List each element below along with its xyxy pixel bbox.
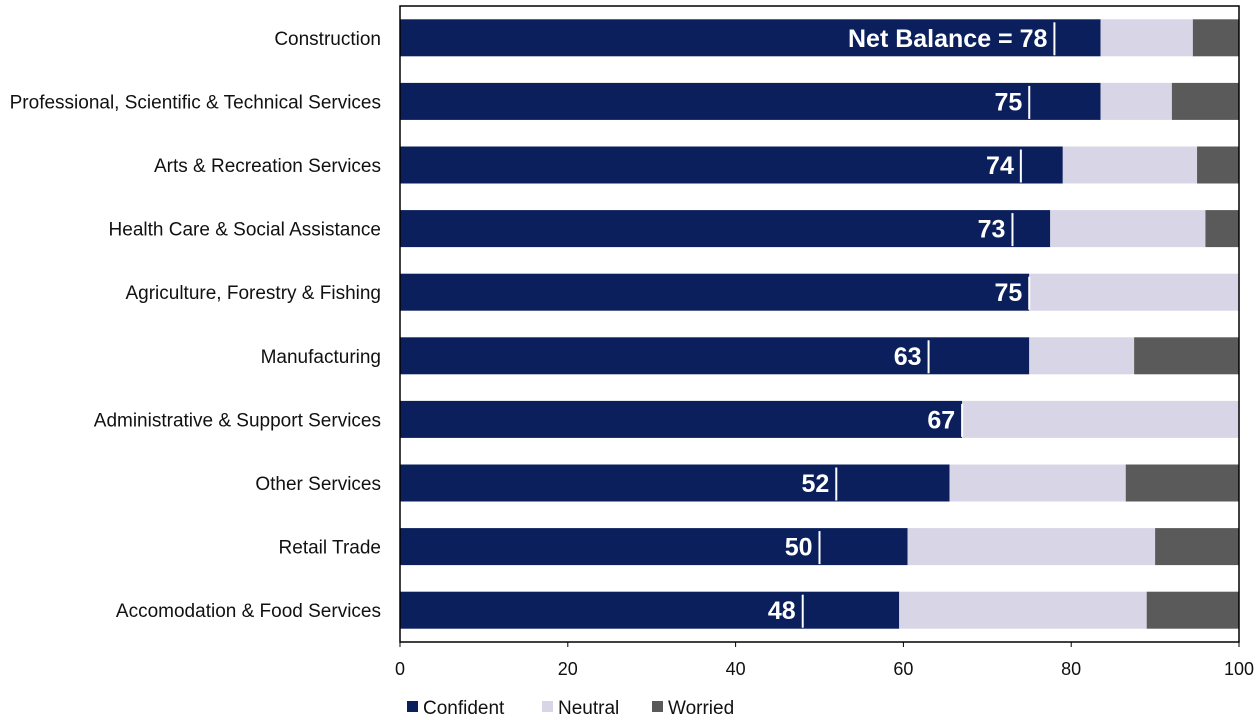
bar-worried-accomodation-food-services [1146, 591, 1239, 629]
category-label: Agriculture, Forestry & Fishing [125, 283, 381, 304]
x-axis-ticks: 0 20 40 60 80 100 [395, 642, 1254, 679]
bar-neutral-professional-scientific-technical-services [1100, 82, 1172, 120]
x-tick-label: 40 [726, 659, 746, 679]
net-balance-label: 63 [894, 343, 922, 371]
legend-swatch-confident [407, 701, 418, 712]
category-label: Health Care & Social Assistance [109, 220, 381, 241]
legend: Confident Neutral Worried [407, 698, 734, 719]
net-balance-label: 67 [927, 406, 955, 434]
bar-confident-administrative-support-services [400, 400, 963, 438]
legend-label-confident: Confident [423, 698, 505, 719]
net-balance-label: 48 [768, 597, 796, 625]
legend-label-neutral: Neutral [558, 698, 619, 719]
net-balance-label: 75 [994, 279, 1022, 307]
bar-confident-construction [400, 19, 1101, 57]
category-label: Retail Trade [279, 538, 381, 559]
category-label: Arts & Recreation Services [154, 156, 381, 177]
bar-confident-manufacturing [400, 337, 1030, 375]
net-balance-label: 74 [986, 152, 1014, 180]
bars-layer [400, 19, 1239, 629]
x-tick-label: 20 [558, 659, 578, 679]
net-balance-label: 52 [801, 470, 829, 498]
category-label: Other Services [255, 474, 381, 495]
category-label: Administrative & Support Services [94, 410, 381, 431]
bar-neutral-retail-trade [907, 528, 1156, 566]
bar-confident-accomodation-food-services [400, 591, 900, 629]
legend-swatch-neutral [542, 701, 553, 712]
bar-worried-construction [1192, 19, 1239, 57]
x-tick-label: 0 [395, 659, 405, 679]
x-tick-label: 80 [1061, 659, 1081, 679]
bar-neutral-other-services [949, 464, 1126, 502]
plot-frame [399, 5, 1240, 643]
bar-confident-health-care-social-assistance [400, 210, 1051, 248]
bar-neutral-manufacturing [1029, 337, 1135, 375]
bar-worried-professional-scientific-technical-services [1171, 82, 1239, 120]
bar-confident-arts-recreation-services [400, 146, 1063, 184]
net-balance-layer: Net Balance = 78 75 74 73 75 63 67 52 50 48 [768, 22, 1056, 628]
legend-label-worried: Worried [668, 698, 734, 719]
bar-confident-agriculture-forestry-fishing [400, 273, 1030, 311]
bar-confident-other-services [400, 464, 950, 502]
bar-neutral-construction [1100, 19, 1193, 57]
category-labels: Construction Professional, Scientific & T… [10, 29, 381, 622]
bar-worried-other-services [1125, 464, 1239, 502]
category-label: Professional, Scientific & Technical Ser… [10, 92, 381, 113]
category-label: Accomodation & Food Services [116, 601, 381, 622]
bar-neutral-arts-recreation-services [1062, 146, 1198, 184]
bar-confident-professional-scientific-technical-services [400, 82, 1101, 120]
bar-confident-retail-trade [400, 528, 908, 566]
bar-neutral-administrative-support-services [962, 400, 1239, 438]
bar-neutral-health-care-social-assistance [1050, 210, 1206, 248]
bar-neutral-agriculture-forestry-fishing [1029, 273, 1239, 311]
net-balance-label: 75 [994, 88, 1022, 116]
bar-worried-manufacturing [1134, 337, 1239, 375]
category-label: Manufacturing [261, 347, 381, 368]
bar-worried-arts-recreation-services [1197, 146, 1239, 184]
bar-neutral-accomodation-food-services [899, 591, 1147, 629]
x-tick-label: 100 [1224, 659, 1254, 679]
legend-swatch-worried [652, 701, 663, 712]
net-balance-label: 50 [785, 534, 813, 562]
bar-worried-retail-trade [1155, 528, 1239, 566]
bar-worried-health-care-social-assistance [1205, 210, 1239, 248]
net-balance-label: 73 [978, 216, 1006, 244]
category-label: Construction [274, 29, 381, 50]
net-balance-label: Net Balance = 78 [848, 25, 1048, 53]
x-tick-label: 60 [893, 659, 913, 679]
